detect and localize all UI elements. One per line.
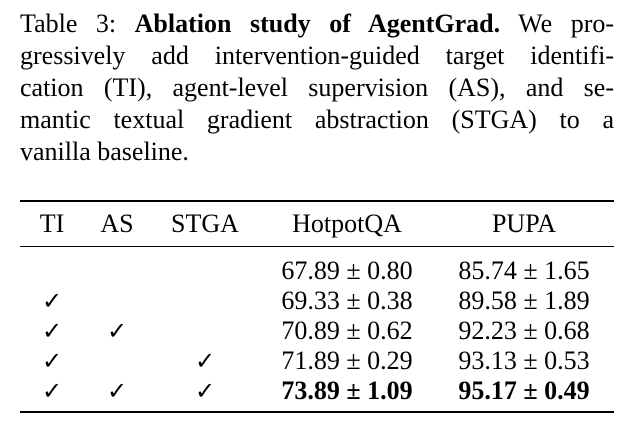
header-stga: STGA: [171, 209, 239, 238]
table-caption: Table 3: Ablation study of AgentGrad. We…: [20, 8, 614, 168]
row3-as-check: ✓: [106, 317, 128, 345]
row2-pupa: 89.58 ± 1.89: [458, 286, 590, 315]
row2-ti-check: ✓: [41, 287, 63, 315]
row3-pupa: 92.23 ± 0.68: [458, 316, 590, 345]
row5-hotpotqa: 73.89 ± 1.09: [281, 376, 413, 405]
header-hotpotqa: HotpotQA: [292, 209, 402, 238]
caption-line-3: cation (TI), agent-level supervision (AS…: [20, 73, 614, 102]
header-ti: TI: [39, 209, 65, 238]
caption-label: Table 3:: [20, 9, 117, 38]
table-top-rule: [20, 200, 614, 202]
row1-pupa: 85.74 ± 1.65: [458, 256, 590, 285]
row2-hotpotqa: 69.33 ± 0.38: [281, 286, 413, 315]
header-as: AS: [100, 209, 134, 238]
row4-stga-check: ✓: [194, 347, 216, 375]
row4-hotpotqa: 71.89 ± 0.29: [281, 346, 413, 375]
table-mid-rule: [20, 246, 614, 247]
row5-ti-check: ✓: [41, 377, 63, 405]
table-bottom-rule: [20, 411, 614, 413]
caption-title: Ablation study of AgentGrad.: [134, 9, 501, 38]
caption-line-4: mantic textual gradient abstraction (STG…: [20, 105, 614, 134]
row5-as-check: ✓: [106, 377, 128, 405]
caption-line-1: Table 3: Ablation study of AgentGrad. We…: [20, 8, 614, 40]
caption-line-5: vanilla baseline.: [20, 137, 189, 166]
row5-stga-check: ✓: [194, 377, 216, 405]
header-pupa: PUPA: [491, 209, 557, 238]
row4-ti-check: ✓: [41, 347, 63, 375]
row3-hotpotqa: 70.89 ± 0.62: [281, 316, 413, 345]
caption-line-2: gressively add intervention-guided targe…: [20, 41, 614, 70]
row1-hotpotqa: 67.89 ± 0.80: [281, 256, 413, 285]
row4-pupa: 93.13 ± 0.53: [458, 346, 590, 375]
row5-pupa: 95.17 ± 0.49: [458, 376, 590, 405]
caption-text-1: We pro-: [518, 9, 615, 38]
row3-ti-check: ✓: [41, 317, 63, 345]
